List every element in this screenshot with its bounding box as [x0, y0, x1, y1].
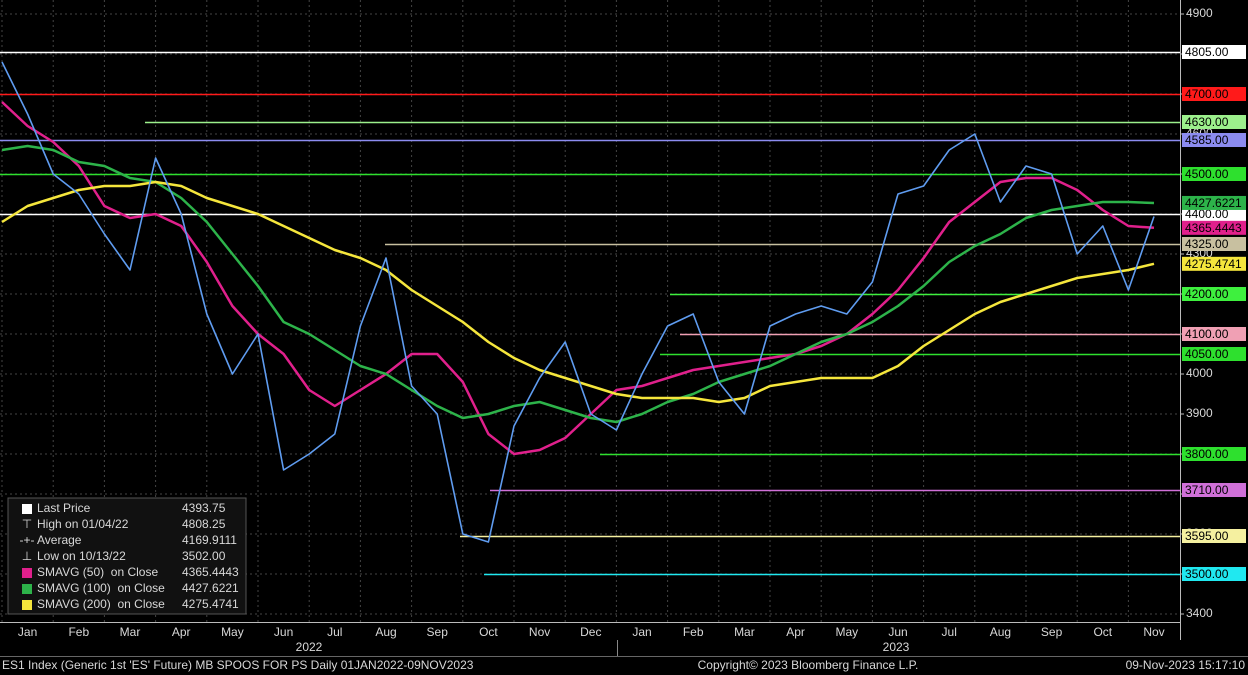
level-label: 4050.00: [1185, 347, 1229, 361]
legend-label: SMAVG (100) on Close: [37, 581, 165, 595]
level-label: 4805.00: [1185, 45, 1229, 59]
x-tick-label: Feb: [683, 625, 704, 639]
x-tick-label: Jul: [942, 625, 957, 639]
x-tick-label: Aug: [990, 625, 1011, 639]
x-tick-label: Aug: [375, 625, 396, 639]
level-label: 3595.00: [1185, 529, 1229, 543]
legend-label: SMAVG (50) on Close: [37, 565, 158, 579]
year-label: 2022: [296, 640, 323, 654]
x-tick-label: Jan: [18, 625, 37, 639]
legend-label: SMAVG (200) on Close: [37, 597, 165, 611]
level-label-box: [1182, 447, 1246, 461]
level-label: 4325.00: [1185, 237, 1229, 251]
legend-value: 4365.4443: [182, 565, 239, 579]
level-label: 4200.00: [1185, 287, 1229, 301]
level-label: 4500.00: [1185, 167, 1229, 181]
level-label-box: [1182, 327, 1246, 341]
x-tick-label: May: [835, 625, 858, 639]
level-label: 4585.00: [1185, 133, 1229, 147]
x-tick-label: Jan: [632, 625, 651, 639]
legend-swatch: [22, 600, 32, 610]
level-label-box: [1182, 87, 1246, 101]
legend-value: 3502.00: [182, 549, 226, 563]
level-label: 4630.00: [1185, 115, 1229, 129]
x-tick-label: Mar: [734, 625, 755, 639]
ma-label: 4427.6221: [1185, 196, 1242, 210]
x-tick-label: Sep: [1041, 625, 1063, 639]
legend-value: 4169.9111: [182, 533, 237, 547]
x-tick-label: Jun: [888, 625, 907, 639]
legend: Last Price 4393.75 ⊤ High on 01/04/22 4808.2…: [7, 497, 247, 615]
level-label: 4700.00: [1185, 87, 1229, 101]
legend-value: 4275.4741: [182, 597, 239, 611]
legend-frame: [7, 497, 247, 615]
x-tick-label: Dec: [580, 625, 601, 639]
x-tick-label: Jun: [274, 625, 293, 639]
level-label: 4400.00: [1185, 207, 1229, 221]
y-tick-label: 3400: [1186, 606, 1213, 620]
level-label-box: [1182, 483, 1246, 497]
legend-glyph: ⊥: [22, 549, 32, 563]
level-label-box: [1182, 133, 1246, 147]
level-label: 3800.00: [1185, 447, 1229, 461]
level-label: 3710.00: [1185, 483, 1229, 497]
x-tick-label: Nov: [1143, 625, 1164, 639]
x-tick-label: May: [221, 625, 244, 639]
level-label: 3500.00: [1185, 567, 1229, 581]
legend-value: 4808.25: [182, 517, 226, 531]
level-label-box: [1182, 167, 1246, 181]
legend-label: Low on 10/13/22: [37, 549, 126, 563]
ma-label-box: [1182, 220, 1246, 235]
legend-label: Average: [37, 533, 82, 547]
level-label-box: [1182, 207, 1246, 221]
legend-value: 4427.6221: [182, 581, 239, 595]
x-tick-label: Nov: [529, 625, 550, 639]
legend-swatch: [22, 584, 32, 594]
level-label-box: [1182, 45, 1246, 59]
moving-average-line: [1, 180, 1155, 404]
y-tick-label: 3900: [1186, 406, 1213, 420]
level-label-box: [1182, 115, 1246, 129]
level-label: 4100.00: [1185, 327, 1229, 341]
legend-value: 4393.75: [182, 501, 226, 515]
ma-label-box: [1182, 195, 1246, 210]
y-tick-label: 4900: [1186, 6, 1213, 20]
legend-label: Last Price: [37, 501, 91, 515]
x-tick-label: Oct: [479, 625, 498, 639]
ma-label-box: [1182, 256, 1246, 271]
x-tick-label: Mar: [120, 625, 141, 639]
x-tick-label: Feb: [68, 625, 89, 639]
moving-average-line: [1, 144, 1155, 424]
x-tick-label: Oct: [1093, 625, 1112, 639]
year-label: 2023: [883, 640, 910, 654]
level-label-box: [1182, 237, 1246, 251]
x-tick-label: Apr: [786, 625, 805, 639]
legend-label: High on 01/04/22: [37, 517, 129, 531]
level-label-box: [1182, 567, 1246, 581]
legend-glyph: ⊤: [22, 517, 32, 531]
y-tick-label: 4000: [1186, 366, 1213, 380]
legend-glyph: -+-: [20, 533, 35, 547]
legend-swatch: [22, 504, 32, 514]
level-label-box: [1182, 287, 1246, 301]
footer-center: Copyright© 2023 Bloomberg Finance L.P.: [698, 658, 919, 672]
x-tick-label: Sep: [427, 625, 449, 639]
x-tick-label: Apr: [172, 625, 191, 639]
x-tick-label: Jul: [327, 625, 342, 639]
moving-average-line: [1, 101, 1155, 456]
ma-label: 4275.4741: [1185, 257, 1242, 271]
ma-label: 4365.4443: [1185, 221, 1242, 235]
footer-left: ES1 Index (Generic 1st 'ES' Future) MB S…: [2, 658, 474, 672]
legend-swatch: [22, 568, 32, 578]
level-label-box: [1182, 347, 1246, 361]
footer-right: 09-Nov-2023 15:17:10: [1126, 658, 1246, 672]
level-label-box: [1182, 529, 1246, 543]
price-line: [1, 61, 1155, 543]
